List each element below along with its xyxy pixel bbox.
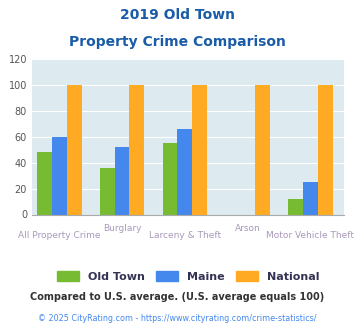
- Text: Compared to U.S. average. (U.S. average equals 100): Compared to U.S. average. (U.S. average …: [31, 292, 324, 302]
- Bar: [163, 144, 178, 214]
- Text: 2019 Old Town: 2019 Old Town: [120, 8, 235, 22]
- Bar: [100, 168, 115, 214]
- Text: © 2025 CityRating.com - https://www.cityrating.com/crime-statistics/: © 2025 CityRating.com - https://www.city…: [38, 314, 317, 323]
- Text: All Property Crime: All Property Crime: [18, 231, 100, 240]
- Bar: [115, 147, 130, 214]
- Bar: [303, 182, 318, 214]
- Bar: [318, 85, 333, 214]
- Text: Motor Vehicle Theft: Motor Vehicle Theft: [267, 231, 354, 240]
- Legend: Old Town, Maine, National: Old Town, Maine, National: [53, 267, 324, 286]
- Bar: [130, 85, 144, 214]
- Bar: [37, 152, 52, 214]
- Bar: [255, 85, 270, 214]
- Bar: [67, 85, 82, 214]
- Text: Arson: Arson: [235, 223, 261, 233]
- Bar: [192, 85, 207, 214]
- Bar: [178, 129, 192, 214]
- Text: Larceny & Theft: Larceny & Theft: [149, 231, 221, 240]
- Text: Property Crime Comparison: Property Crime Comparison: [69, 35, 286, 49]
- Bar: [52, 137, 67, 214]
- Bar: [288, 199, 303, 214]
- Text: Burglary: Burglary: [103, 223, 141, 233]
